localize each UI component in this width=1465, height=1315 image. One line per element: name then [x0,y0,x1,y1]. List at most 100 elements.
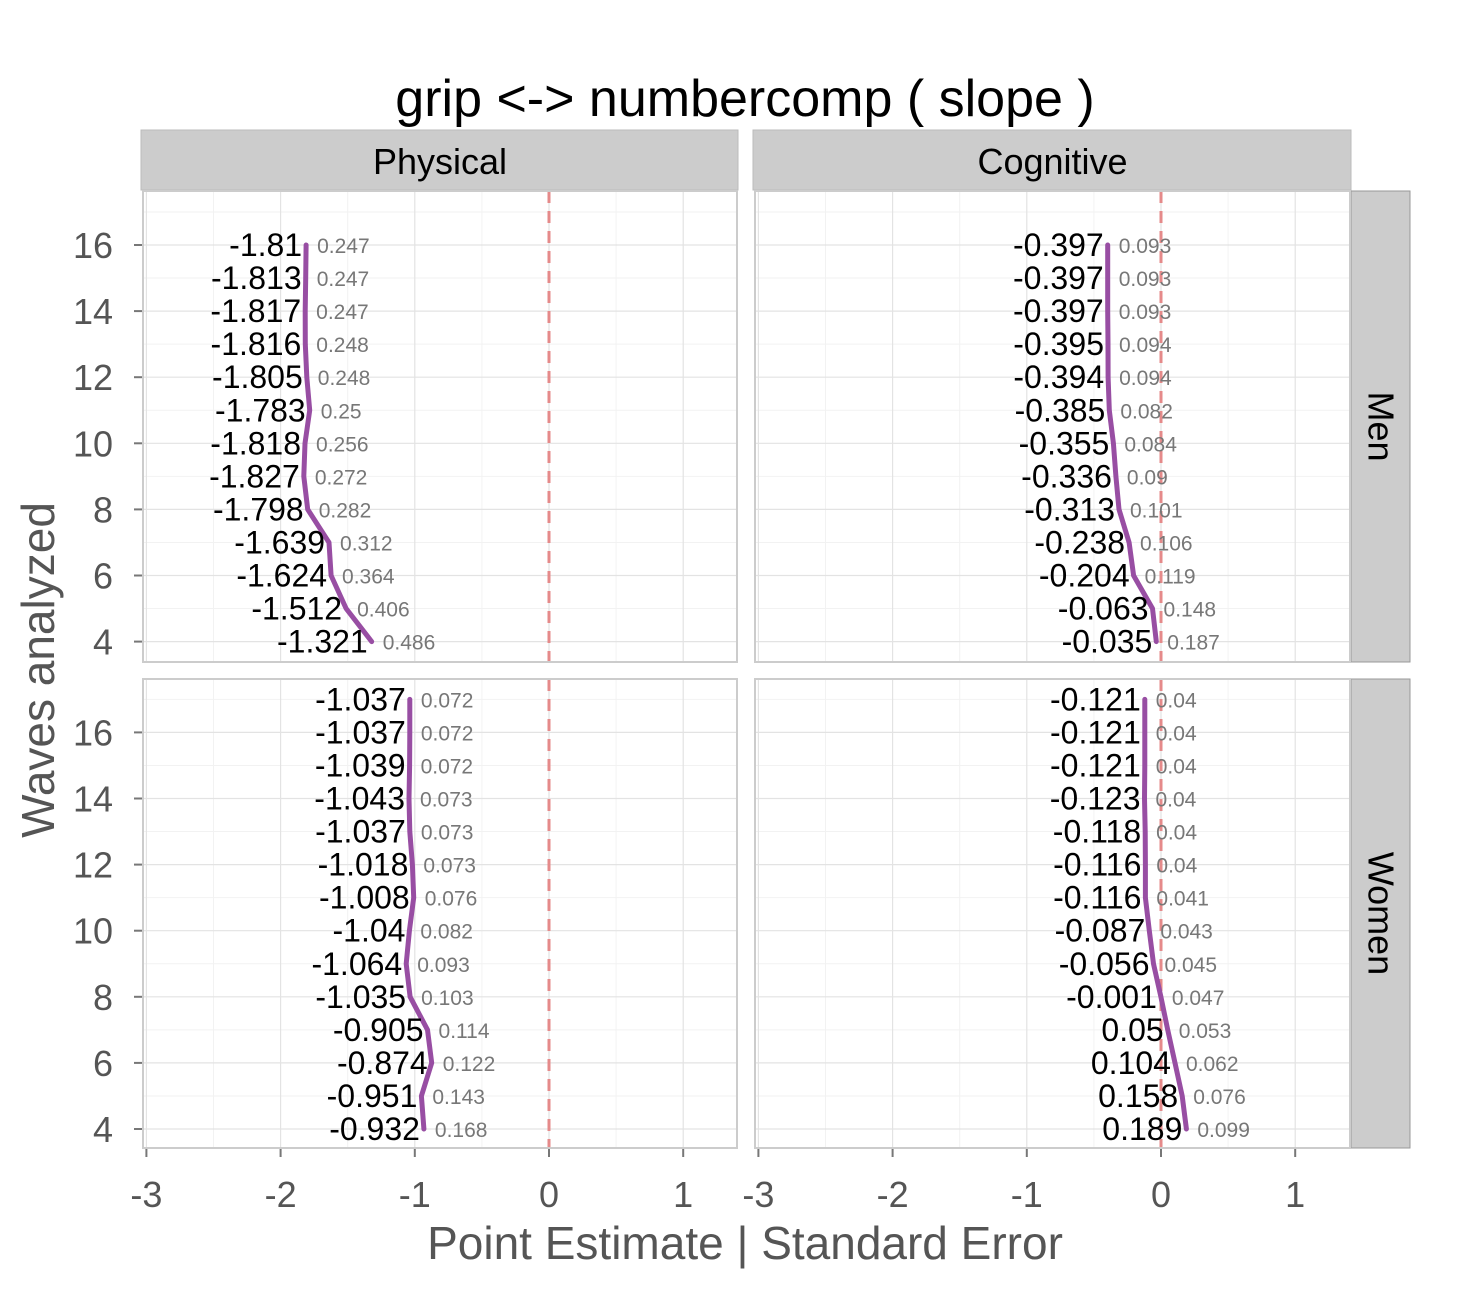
standard-error-label: 0.094 [1119,334,1172,357]
standard-error-label: 0.084 [1124,433,1177,456]
y-tick-label: 6 [93,1043,113,1084]
x-tick-label: -3 [130,1174,162,1215]
standard-error-label: 0.25 [321,400,362,423]
standard-error-label: 0.106 [1140,532,1193,555]
standard-error-label: 0.093 [1119,268,1172,291]
estimate-line [403,696,435,1132]
standard-error-label: 0.04 [1156,855,1197,878]
x-tick-label: 0 [539,1174,559,1215]
x-tick-label: 1 [673,1174,693,1215]
standard-error-label: 0.312 [340,532,393,555]
facet-strip-physical [140,129,739,191]
standard-error-label: 0.282 [319,499,372,522]
estimate-label: -1.008 [319,880,410,916]
x-tick-label: -2 [265,1174,297,1215]
estimate-label: -1.039 [315,747,406,783]
standard-error-label: 0.062 [1186,1053,1239,1076]
estimate-label: -1.624 [236,558,327,594]
standard-error-label: 0.04 [1155,789,1196,812]
standard-error-label: 0.094 [1119,367,1172,390]
estimate-label: -1.035 [315,979,406,1015]
standard-error-label: 0.406 [357,599,410,622]
estimate-label: -1.064 [311,946,402,982]
estimate-label: -0.238 [1034,524,1125,560]
standard-error-label: 0.09 [1127,466,1168,489]
standard-error-label: 0.073 [423,855,476,878]
panels-layer: Physical Cognitive Men Women -1.81 0.247 -1.81… [73,129,1411,1215]
panel-physical-women: -1.037 0.072 -1.037 0.072 -1.039 0.072 -1.043 0… [142,678,738,1149]
estimate-label: -1.037 [315,714,406,750]
estimate-label: -0.874 [337,1045,428,1081]
standard-error-label: 0.168 [435,1119,488,1142]
estimate-line [301,242,375,645]
standard-error-label: 0.073 [421,822,474,845]
x-tick-label: 0 [1151,1174,1171,1215]
y-tick-label: 6 [93,556,113,597]
estimate-label: -1.818 [210,425,301,461]
estimate-label: -0.123 [1050,781,1141,817]
estimate-label: -1.798 [213,491,304,527]
estimate-label: -0.397 [1013,293,1104,329]
standard-error-label: 0.082 [1120,400,1173,423]
x-axis-title: Point Estimate | Standard Error [427,1217,1063,1269]
estimate-label: -0.397 [1013,227,1104,263]
facet-label-men: Men [1361,391,1402,461]
y-tick-label: 16 [73,712,113,753]
standard-error-label: 0.248 [318,367,371,390]
estimate-label: -0.063 [1058,591,1149,627]
standard-error-label: 0.072 [421,689,474,712]
estimate-label: -0.121 [1050,747,1141,783]
standard-error-label: 0.093 [1119,301,1172,324]
standard-error-label: 0.043 [1160,921,1213,944]
facet-label-cognitive: Cognitive [977,141,1127,182]
estimate-label: -0.204 [1039,558,1130,594]
y-tick-label: 12 [73,357,113,398]
y-tick-label: 14 [73,779,113,820]
standard-error-label: 0.076 [425,888,478,911]
estimate-label: -0.394 [1013,359,1104,395]
estimate-label: -0.397 [1013,260,1104,296]
estimate-line [1105,242,1159,645]
panel-background [143,679,737,1148]
y-tick-label: 12 [73,845,113,886]
panel-physical-men: -1.81 0.247 -1.813 0.247 -1.817 0.247 -1.816 0.… [142,190,738,663]
estimate-label: -1.805 [212,359,303,395]
panel-background [143,191,737,662]
x-tick-label: -2 [877,1174,909,1215]
x-tick-label: -1 [1011,1174,1043,1215]
panel-border [142,678,738,1149]
estimate-label: -1.81 [229,227,302,263]
standard-error-label: 0.072 [421,755,474,778]
estimate-label: -1.037 [315,681,406,717]
standard-error-label: 0.04 [1156,822,1197,845]
estimate-label: -0.035 [1062,624,1153,660]
standard-error-label: 0.247 [317,235,370,258]
x-tick-label: 1 [1285,1174,1305,1215]
estimate-label: -0.313 [1024,491,1115,527]
estimate-label: -1.639 [234,524,325,560]
standard-error-label: 0.093 [417,954,470,977]
standard-error-label: 0.047 [1172,987,1225,1010]
y-tick-label: 4 [93,1109,113,1150]
facet-label-physical: Physical [373,141,507,182]
standard-error-label: 0.101 [1130,499,1183,522]
estimate-label: -1.018 [318,847,409,883]
estimate-label: 0.104 [1091,1045,1171,1081]
panel-background [755,679,1350,1148]
estimate-line [1142,696,1189,1132]
estimate-label: 0.05 [1101,1012,1163,1048]
facet-strip-women [1350,678,1411,1149]
estimate-label: -1.512 [251,591,342,627]
standard-error-label: 0.082 [420,921,473,944]
panel-border [142,190,738,663]
estimate-label: -1.037 [315,814,406,850]
standard-error-label: 0.093 [1119,235,1172,258]
estimate-label: -1.043 [314,781,405,817]
facet-label-women: Women [1361,852,1402,975]
panel-cognitive-women: -0.121 0.04 -0.121 0.04 -0.121 0.04 -0.123 0.04… [754,678,1351,1149]
standard-error-label: 0.053 [1179,1020,1232,1043]
estimate-label: 0.189 [1102,1111,1182,1147]
standard-error-label: 0.364 [342,566,395,589]
estimate-label: 0.158 [1098,1078,1178,1114]
